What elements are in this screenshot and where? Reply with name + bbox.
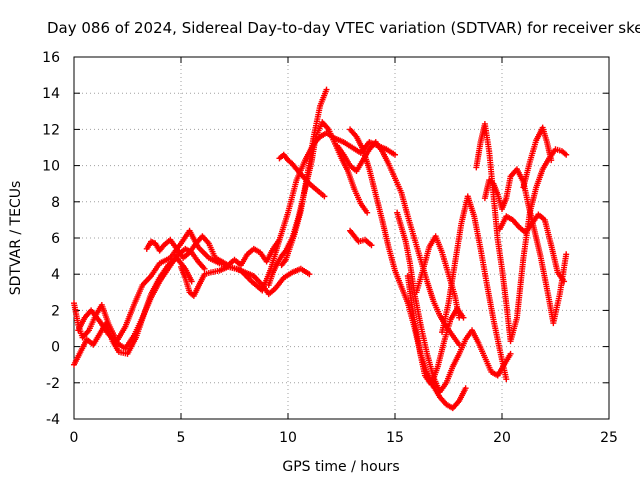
axis-ticks: 0 5 10 15 20 25 -4 -2 0 2 4 6 8 10 12 14 16 <box>42 50 618 446</box>
data-point <box>503 376 510 383</box>
y-tick-label: 14 <box>42 86 60 102</box>
y-tick-label: -2 <box>46 376 60 392</box>
data-point <box>321 193 328 200</box>
data-point <box>456 341 463 348</box>
y-tick-label: 6 <box>51 231 60 247</box>
data-point <box>188 278 195 285</box>
data-point <box>276 236 283 243</box>
y-tick-label: 4 <box>51 267 60 283</box>
series-s <box>520 124 555 191</box>
y-tick-label: 12 <box>42 122 60 138</box>
x-tick-label: 20 <box>493 430 511 446</box>
series-e <box>178 263 313 299</box>
grid-lines <box>74 57 609 419</box>
y-tick-label: 0 <box>51 340 60 356</box>
x-tick-label: 10 <box>279 430 297 446</box>
data-point <box>563 251 570 258</box>
data-point <box>323 86 330 93</box>
series-j <box>347 227 375 249</box>
data-point <box>368 242 375 249</box>
y-tick-label: -4 <box>46 412 60 428</box>
data-point <box>507 350 514 357</box>
data-point <box>548 157 555 164</box>
data-point <box>563 151 570 158</box>
data-point <box>306 271 313 278</box>
data-point <box>201 265 208 272</box>
x-axis-label: GPS time / hours <box>282 459 399 475</box>
series-i <box>334 139 463 348</box>
y-tick-label: 16 <box>42 50 60 66</box>
series-d <box>143 233 283 269</box>
data-points <box>71 86 570 412</box>
y-axis-label: SDTVAR / TECUs <box>8 181 24 296</box>
y-tick-label: 8 <box>51 195 60 211</box>
series-o <box>439 193 510 383</box>
x-tick-label: 25 <box>600 430 618 446</box>
series-l <box>394 209 514 395</box>
y-tick-label: 10 <box>42 159 60 175</box>
data-point <box>392 151 398 158</box>
series-n <box>413 233 463 321</box>
x-tick-label: 5 <box>177 430 186 446</box>
data-point <box>561 278 568 285</box>
y-tick-label: 2 <box>51 303 60 319</box>
series-h <box>276 151 328 200</box>
chart-title: Day 086 of 2024, Sidereal Day-to-day VTE… <box>47 19 640 37</box>
series-r <box>496 211 568 285</box>
data-point <box>456 314 463 321</box>
x-tick-label: 15 <box>386 430 404 446</box>
data-point <box>462 385 469 392</box>
x-tick-label: 0 <box>70 430 79 446</box>
series-c <box>75 245 208 352</box>
series-m <box>404 273 467 388</box>
series-q <box>481 166 570 327</box>
data-point <box>364 209 371 216</box>
